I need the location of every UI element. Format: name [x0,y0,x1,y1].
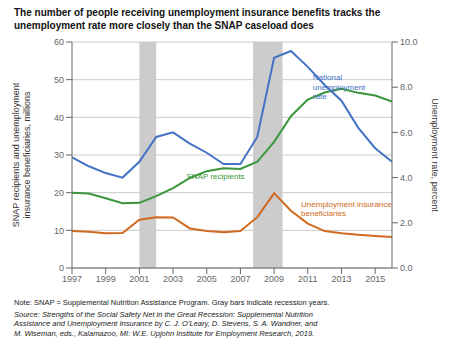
html-text:M. Wiseman, eds., Kalamazoo, M: M. Wiseman, eds., Kalamazoo, MI: W.E. Up… [14,328,315,338]
svg-text:2005: 2005 [197,274,217,284]
svg-text:30: 30 [54,150,64,160]
svg-text:4.0: 4.0 [400,173,413,183]
svg-text:Unemployment insurancebenefici: Unemployment insurancebeneficiaries [301,200,392,218]
svg-text:SNAP recipients: SNAP recipients [187,172,245,181]
svg-text:60: 60 [54,37,64,47]
svg-text:2009: 2009 [264,274,284,284]
svg-text:6.0: 6.0 [400,128,413,138]
svg-text:0.0: 0.0 [400,263,413,273]
svg-text:2001: 2001 [129,274,149,284]
svg-text:2015: 2015 [365,274,385,284]
html-text:Assistance and Unemployment In: Assistance and Unemployment Insurance by… [14,319,318,328]
svg-text:8.0: 8.0 [400,82,413,92]
svg-text:2003: 2003 [163,274,183,284]
svg-text:SNAP recipients and unemployme: SNAP recipients and unemploymentinsuranc… [11,82,32,227]
svg-text:40: 40 [54,113,64,123]
svg-text:10: 10 [54,226,64,236]
html-text:Source: Strengths of the Socia: Source: Strengths of the Social Safety N… [14,309,313,319]
svg-text:2.0: 2.0 [400,218,413,228]
svg-text:50: 50 [54,75,64,85]
svg-text:Unemployment rate, percent: Unemployment rate, percent [430,98,440,212]
svg-text:Nationalunemploymentrate: Nationalunemploymentrate [313,73,366,100]
svg-text:2013: 2013 [331,274,351,284]
html-text:unemployment rate more closely: unemployment rate more closely than the … [14,20,314,31]
svg-text:2011: 2011 [298,274,317,284]
html-text:Note: SNAP = Supplemental Nutr: Note: SNAP = Supplemental Nutrition Assi… [14,298,330,307]
svg-text:1997: 1997 [62,274,82,284]
svg-text:20: 20 [54,188,64,198]
svg-text:10.0: 10.0 [400,37,418,47]
html-text:The number of people receiving: The number of people receiving unemploym… [14,7,381,18]
svg-text:2007: 2007 [230,274,250,284]
svg-text:0: 0 [59,263,64,273]
svg-text:1999: 1999 [96,274,116,284]
